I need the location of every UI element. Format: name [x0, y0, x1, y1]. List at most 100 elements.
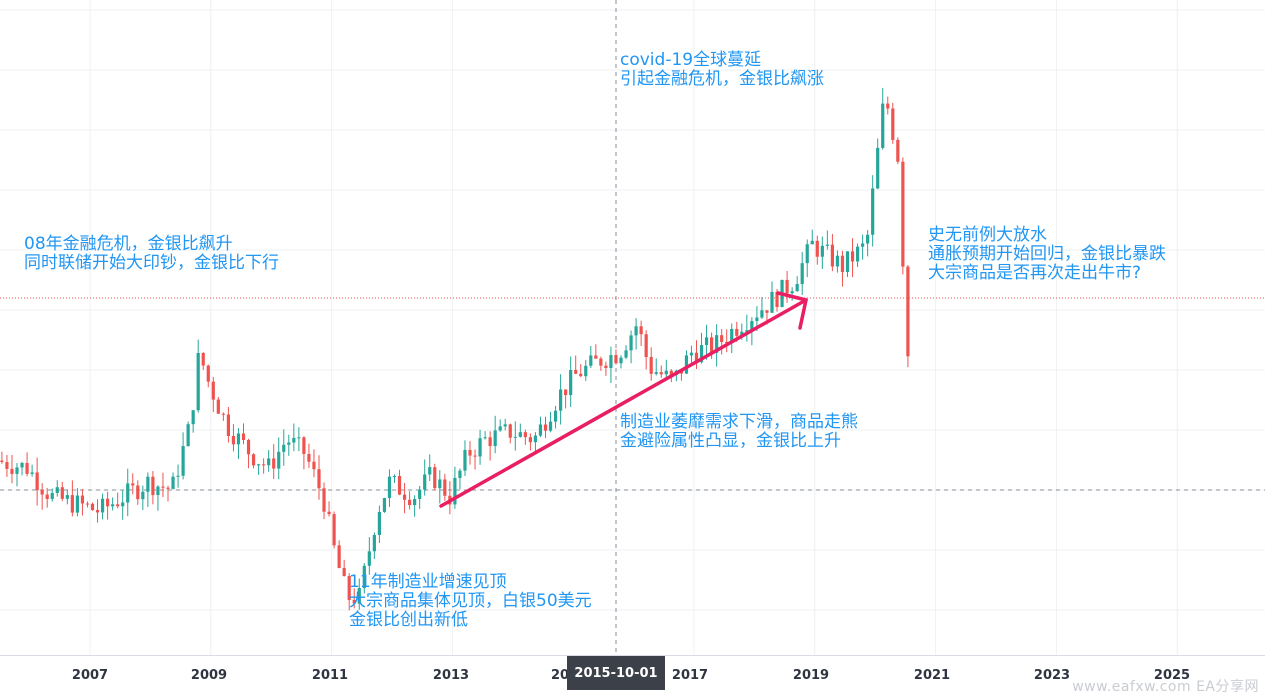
- candle-body: [45, 494, 49, 499]
- candle-body: [413, 498, 417, 506]
- candle-body: [302, 437, 306, 454]
- candle-body: [408, 499, 412, 506]
- candle-body: [594, 355, 598, 359]
- annotation-line: 大宗商品是否再次走出牛市?: [928, 263, 1142, 283]
- candle-body: [614, 355, 618, 364]
- candle-body: [634, 326, 638, 336]
- candle-body: [478, 438, 482, 457]
- candle-body: [644, 334, 648, 358]
- candle-body: [815, 240, 819, 257]
- candle-body: [664, 370, 668, 375]
- candle-body: [347, 576, 351, 600]
- candle-body: [272, 458, 276, 469]
- candle-body: [55, 487, 59, 493]
- candle-body: [246, 440, 251, 455]
- candle-body: [508, 424, 512, 438]
- candle-body: [111, 504, 115, 507]
- candle-body: [765, 310, 769, 313]
- candle-body: [881, 103, 885, 148]
- candle-body: [95, 510, 100, 513]
- candle-body: [795, 283, 799, 292]
- annotation-covid: covid-19全球蔓延 引起金融危机，金银比飙涨: [620, 51, 824, 89]
- candle-body: [755, 317, 759, 321]
- candle-body: [800, 263, 804, 284]
- candle-body: [226, 414, 230, 437]
- candle-body: [649, 357, 653, 374]
- candle-body: [201, 352, 205, 366]
- candle-body: [699, 344, 704, 363]
- candle-body: [433, 467, 437, 489]
- candle-body: [80, 495, 85, 504]
- candle-body: [397, 475, 402, 495]
- candle-body: [770, 291, 774, 313]
- candle-body: [307, 453, 311, 462]
- candle-body: [136, 485, 140, 500]
- candle-body: [790, 291, 794, 294]
- candle-body: [5, 462, 9, 469]
- annotation-2011-peak: 11年制造业增速见顶 大宗商品集体见顶，白银50美元 金银比创出新低: [349, 573, 592, 630]
- candle-body: [564, 389, 568, 396]
- candle-body: [579, 373, 583, 377]
- candle-body: [171, 476, 175, 489]
- candle-body: [720, 335, 724, 342]
- candle-body: [745, 330, 749, 332]
- crosshair-date-label: 2015-10-01: [567, 656, 665, 690]
- candle-body: [599, 358, 603, 366]
- candle-body: [121, 502, 125, 507]
- candle-body: [538, 424, 543, 436]
- candle-body: [845, 251, 850, 272]
- candle-body: [503, 424, 507, 427]
- candle-body: [689, 352, 694, 356]
- x-tick-label: 2021: [913, 668, 951, 683]
- candle-body: [116, 504, 120, 507]
- candle-body: [206, 365, 210, 382]
- candle-body: [156, 486, 160, 496]
- candle-body: [896, 139, 900, 162]
- candle-body: [866, 234, 870, 244]
- candle-body: [236, 433, 241, 445]
- x-tick-label: 2011: [311, 668, 349, 683]
- candle-body: [257, 464, 261, 466]
- overlays: [439, 291, 808, 508]
- candle-body: [65, 495, 69, 499]
- annotation-line: 同时联储开始大印钞，金银比下行: [24, 253, 279, 273]
- candle-body: [362, 565, 366, 589]
- candle-body: [322, 488, 326, 512]
- candle-body: [493, 430, 497, 447]
- candle-body: [418, 489, 422, 499]
- annotation-line: 引起金融危机，金银比飙涨: [620, 69, 824, 89]
- x-tick-label: 2009: [190, 668, 228, 683]
- candle-body: [775, 291, 779, 308]
- candle-body: [438, 479, 442, 489]
- annotation-line: 金避险属性凸显，金银比上升: [620, 431, 841, 451]
- candle-body: [251, 454, 256, 466]
- candle-body: [669, 370, 673, 375]
- candle-body: [312, 461, 316, 470]
- candle-body: [604, 365, 608, 369]
- candle-body: [740, 331, 744, 336]
- candle-body: [332, 514, 336, 546]
- candle-body: [40, 490, 44, 495]
- candle-body: [443, 479, 447, 496]
- candle-body: [629, 335, 633, 351]
- candle-body: [267, 458, 271, 466]
- candle-body: [548, 421, 553, 431]
- candle-body: [569, 369, 573, 396]
- annotation-line: 11年制造业增速见顶: [349, 572, 507, 592]
- candle-body: [805, 244, 809, 264]
- candle-body: [25, 462, 29, 474]
- gold-silver-ratio-chart[interactable]: [0, 0, 1265, 655]
- candle-body: [559, 389, 563, 411]
- candle-body: [367, 551, 371, 566]
- candle-body: [151, 476, 155, 496]
- candle-body: [402, 494, 407, 500]
- candle-body: [35, 472, 39, 491]
- candle-body: [126, 483, 130, 503]
- candle-body: [488, 437, 492, 447]
- candle-body: [75, 495, 79, 513]
- x-tick-label: 2013: [432, 668, 470, 683]
- candle-body: [730, 328, 734, 344]
- candle-body: [639, 326, 643, 335]
- candle-body: [337, 545, 341, 568]
- candle-body: [70, 495, 74, 513]
